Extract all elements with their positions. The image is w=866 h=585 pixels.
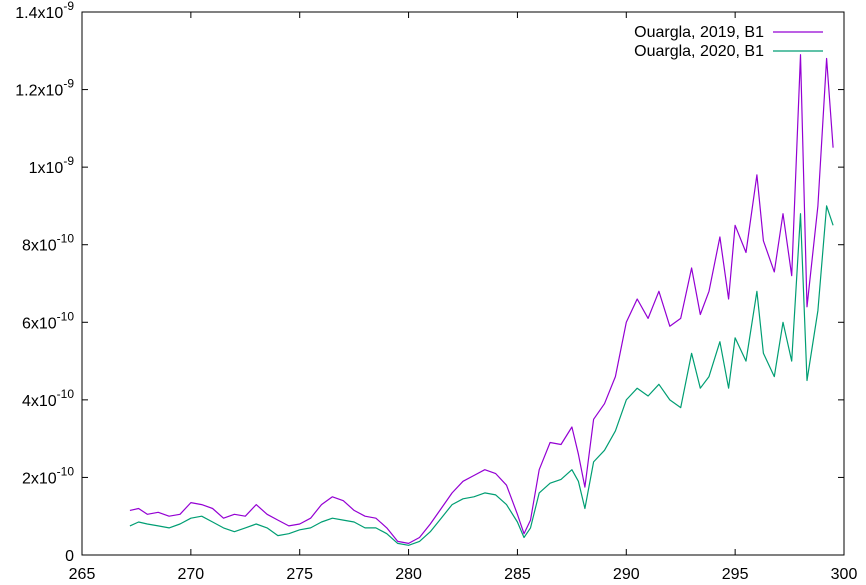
y-tick-label: 6x10-10 [22,309,74,332]
x-tick-label: 265 [69,566,96,583]
series-line-1 [129,54,834,545]
x-tick-label: 285 [504,566,531,583]
legend: Ouargla, 2019, B1 Ouargla, 2020, B1 [634,24,823,60]
plot-frame [81,11,845,556]
legend-label: Ouargla, 2019, B1 [634,24,764,41]
y-tick-label: 1.4x10-9 [15,0,74,22]
series-line-2 [129,205,834,546]
y-tick-label: 2x10-10 [22,464,74,487]
y-tick-label: 0 [65,548,74,565]
x-tick-label: 280 [395,566,422,583]
x-tick-label: 295 [722,566,749,583]
y-tick-label: 1.2x10-9 [15,77,74,100]
x-tick-label: 270 [178,566,205,583]
y-tick-label: 1x10-9 [29,154,75,177]
series-layer [129,54,834,546]
legend-label: Ouargla, 2020, B1 [634,43,764,60]
y-tick-label: 4x10-10 [22,387,74,410]
y-tick-label: 8x10-10 [22,232,74,255]
x-tick-label: 300 [831,566,858,583]
x-tick-label: 275 [286,566,313,583]
axes: 265 270 275 280 285 290 295 300 0 2x10-10 4x10-10 6… [15,0,857,583]
x-tick-label: 290 [613,566,640,583]
